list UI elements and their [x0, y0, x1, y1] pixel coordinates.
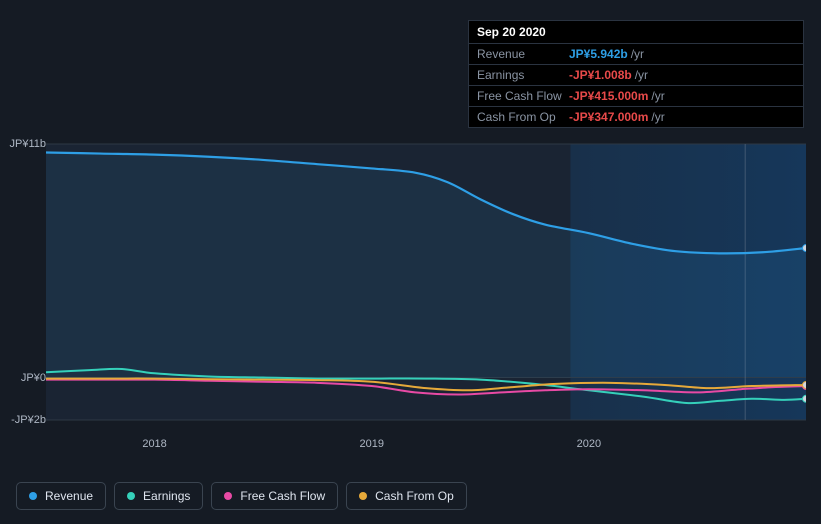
legend-dot-icon [359, 492, 367, 500]
tooltip-row-value: JP¥5.942b [569, 47, 628, 61]
y-axis-label: JP¥11b [0, 138, 46, 150]
legend-item[interactable]: Earnings [114, 482, 203, 510]
legend-dot-icon [127, 492, 135, 500]
y-axis-label: -JP¥2b [0, 414, 46, 426]
x-axis-label: 2018 [142, 438, 166, 450]
legend-dot-icon [29, 492, 37, 500]
tooltip-row-label: Revenue [477, 47, 569, 61]
x-axis-label: 2020 [577, 438, 601, 450]
financials-chart[interactable]: Past JP¥11bJP¥0-JP¥2b201820192020 [16, 120, 806, 470]
legend-item[interactable]: Free Cash Flow [211, 482, 338, 510]
tooltip-row-value: -JP¥347.000m [569, 110, 648, 124]
tooltip-row-value: -JP¥415.000m [569, 89, 648, 103]
tooltip-row: Free Cash Flow-JP¥415.000m/yr [469, 86, 803, 107]
tooltip-row-label: Cash From Op [477, 110, 569, 124]
tooltip-row-label: Earnings [477, 68, 569, 82]
legend-label: Cash From Op [375, 489, 454, 503]
tooltip-row-unit: /yr [631, 47, 644, 61]
legend-label: Earnings [143, 489, 190, 503]
tooltip-row: Earnings-JP¥1.008b/yr [469, 65, 803, 86]
hover-tooltip: Sep 20 2020 RevenueJP¥5.942b/yrEarnings-… [468, 20, 804, 128]
tooltip-row: Cash From Op-JP¥347.000m/yr [469, 107, 803, 127]
tooltip-row-unit: /yr [651, 89, 664, 103]
legend-dot-icon [224, 492, 232, 500]
y-axis-label: JP¥0 [0, 372, 46, 384]
tooltip-row-unit: /yr [651, 110, 664, 124]
legend-item[interactable]: Revenue [16, 482, 106, 510]
legend: Revenue Earnings Free Cash Flow Cash From O… [16, 482, 467, 510]
tooltip-date: Sep 20 2020 [469, 21, 803, 44]
legend-label: Revenue [45, 489, 93, 503]
legend-item[interactable]: Cash From Op [346, 482, 467, 510]
tooltip-row-value: -JP¥1.008b [569, 68, 632, 82]
legend-label: Free Cash Flow [240, 489, 325, 503]
tooltip-row-unit: /yr [635, 68, 648, 82]
tooltip-row-label: Free Cash Flow [477, 89, 569, 103]
tooltip-row: RevenueJP¥5.942b/yr [469, 44, 803, 65]
x-axis-label: 2019 [359, 438, 383, 450]
